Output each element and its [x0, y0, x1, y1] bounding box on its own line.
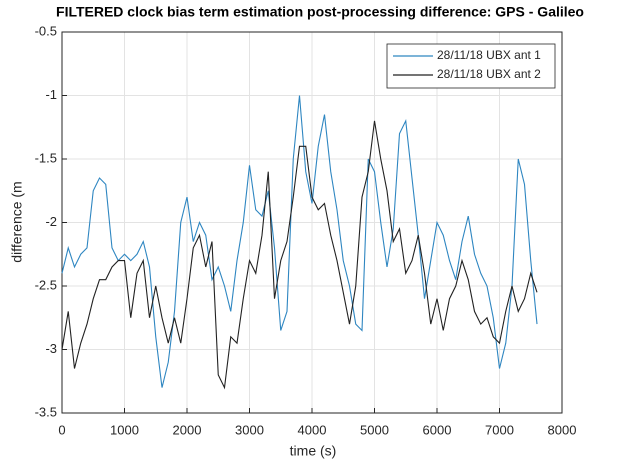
series-line: [61, 95, 538, 388]
y-tick-label: -1: [45, 87, 57, 102]
plot-frame: [61, 31, 563, 414]
x-tick-label: 8000: [548, 422, 577, 437]
x-tick-label: 6000: [423, 422, 452, 437]
y-tick-label: -2.5: [35, 277, 57, 292]
x-tick-label: 7000: [485, 422, 514, 437]
legend-label: 28/11/18 UBX ant 2: [437, 67, 541, 81]
y-tick-label: -2: [45, 214, 57, 229]
x-axis-label: time (s): [290, 443, 337, 459]
x-tick-label: 2000: [173, 422, 202, 437]
y-tick-label: -0.5: [35, 23, 57, 38]
y-axis-label: difference (m: [9, 181, 25, 262]
legend-label: 28/11/18 UBX ant 1: [437, 48, 541, 62]
x-tick-label: 0: [58, 422, 65, 437]
x-tick-label: 4000: [298, 422, 327, 437]
y-tick-label: -3.5: [35, 404, 57, 419]
y-tick-label: -1.5: [35, 150, 57, 165]
legend-box: [386, 43, 556, 89]
x-tick-label: 1000: [110, 422, 139, 437]
y-tick-label: -3: [45, 341, 57, 356]
x-tick-label: 3000: [235, 422, 264, 437]
series-line: [61, 120, 538, 390]
chart-title: FILTERED clock bias term estimation post…: [56, 4, 584, 20]
x-tick-label: 5000: [360, 422, 389, 437]
